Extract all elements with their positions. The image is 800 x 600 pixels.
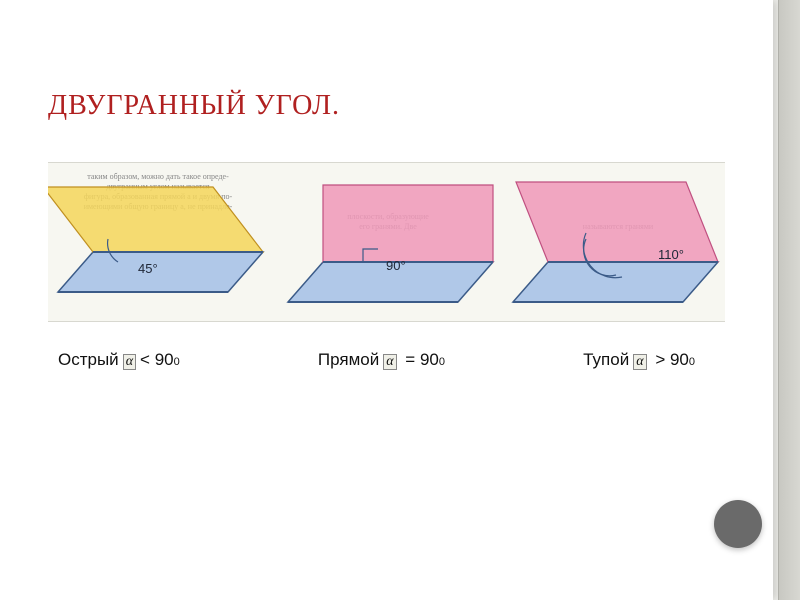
slide-page: ДВУГРАННЫЙ УГОЛ. таким образом, можно да… [0,0,773,600]
upright-plane-right [323,185,493,262]
caption-word: Тупой [583,350,629,370]
angle-label: 45° [138,261,158,276]
diagram-row: таким образом, можно дать такое опреде- … [48,162,725,322]
base-plane [58,252,263,292]
alpha-symbol: α [633,354,646,370]
angle-label: 110° [658,247,684,262]
upright-plane-obtuse [516,182,718,262]
alpha-symbol: α [383,354,396,370]
diagram-acute: таким образом, можно дать такое опреде- … [48,167,268,317]
caption-exp: 0 [174,356,180,368]
caption-right: Прямой α = 900 [318,350,445,370]
faint-text: таким образом, можно дать такое опреде- [87,172,229,181]
slide-title: ДВУГРАННЫЙ УГОЛ. [48,90,725,122]
caption-exp: 0 [439,356,445,368]
caption-acute: Острый α < 900 [48,350,180,370]
caption-word: Прямой [318,350,379,370]
base-plane [513,262,718,302]
alpha-symbol: α [123,354,136,370]
caption-word: Острый [58,350,119,370]
diagram-obtuse: называются гранями 110° [508,167,728,317]
caption-relation: > 90 [655,350,689,370]
caption-relation: < 90 [140,350,174,370]
caption-row: Острый α < 900 Прямой α = 900 Тупой α > … [48,350,725,370]
slide-content: ДВУГРАННЫЙ УГОЛ. таким образом, можно да… [0,0,773,370]
angle-label: 90° [386,258,406,273]
diagram-right: плоскости, образующие его гранями. Две 9… [278,167,498,317]
sidebar-strip [778,0,800,600]
caption-obtuse: Тупой α > 900 [583,350,725,370]
caption-exp: 0 [689,356,695,368]
caption-relation: = 90 [405,350,439,370]
scroll-to-top-button[interactable] [714,500,762,548]
